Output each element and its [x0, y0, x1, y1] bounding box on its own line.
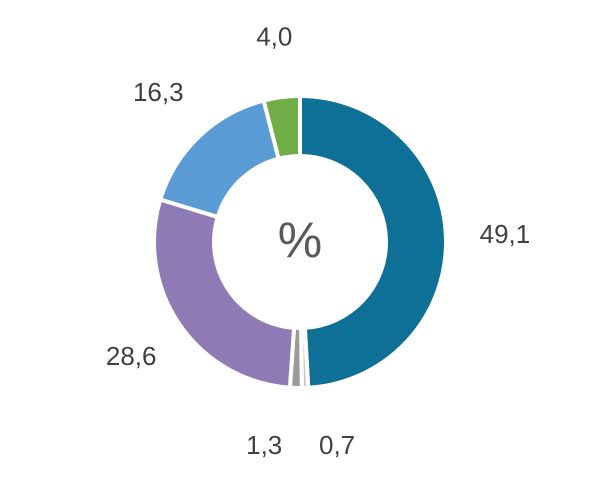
center-text: % [278, 212, 322, 268]
donut-slice [261, 93, 302, 162]
donut-slice [152, 197, 297, 390]
value-label: 1,3 [246, 430, 282, 460]
value-label: 49,1 [480, 219, 531, 249]
donut-slice [157, 98, 282, 220]
value-label: 28,6 [106, 341, 157, 371]
donut-slice [298, 93, 449, 390]
value-label: 16,3 [133, 77, 184, 107]
value-label: 0,7 [319, 430, 355, 460]
value-label: 4,0 [256, 21, 292, 51]
